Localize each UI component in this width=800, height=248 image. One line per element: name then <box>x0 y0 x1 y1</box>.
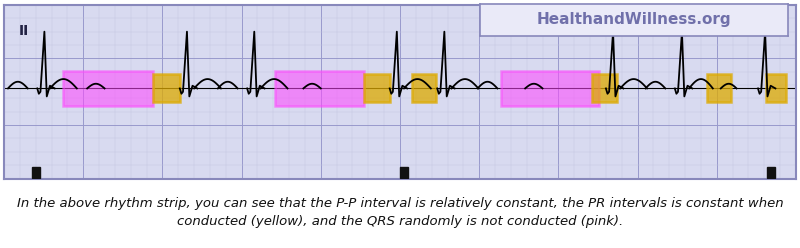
Bar <box>592 74 617 102</box>
Bar <box>707 74 731 102</box>
Bar <box>63 71 153 106</box>
Text: In the above rhythm strip, you can see that the P-P interval is relatively const: In the above rhythm strip, you can see t… <box>17 197 783 228</box>
Bar <box>766 74 786 102</box>
Bar <box>766 167 774 178</box>
Text: II: II <box>18 24 29 38</box>
Text: HealthandWillness.org: HealthandWillness.org <box>537 12 731 27</box>
Bar <box>412 74 436 102</box>
Bar <box>153 74 180 102</box>
Bar <box>32 167 40 178</box>
Bar <box>364 74 390 102</box>
Bar <box>275 71 364 106</box>
Bar <box>502 71 598 106</box>
Bar <box>400 167 408 178</box>
